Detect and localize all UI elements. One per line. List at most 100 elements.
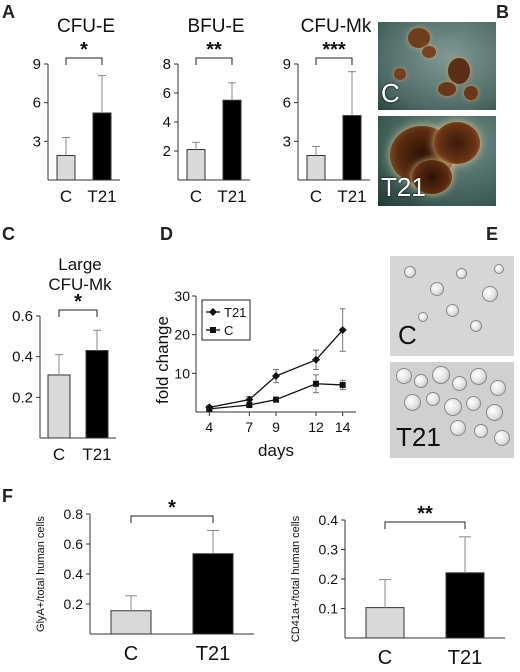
chart-title: CFU-Mk	[301, 16, 372, 37]
y-tick-label: 6	[33, 95, 41, 112]
category-label: T21	[87, 187, 116, 206]
x-tick-label: 12	[308, 419, 324, 435]
point-t21	[338, 326, 347, 335]
y-tick-label: 0.4	[64, 566, 84, 582]
cell-bubble	[446, 304, 459, 317]
cell-bubble	[466, 396, 481, 411]
bar-t21	[342, 115, 362, 181]
point-c	[339, 381, 346, 388]
y-tick-label: 0.2	[319, 571, 339, 587]
cell-bubble	[426, 392, 440, 406]
significance-bracket	[58, 309, 98, 317]
y-tick-label: 3	[283, 133, 291, 150]
panel-letter-b: B	[496, 2, 509, 22]
bar-chart-f1: GlyA+/total human cells 0.2 0.4 0.6 0.8 C T21 *	[35, 497, 254, 665]
y-tick-label: 9	[33, 56, 41, 73]
cell-bubble	[404, 394, 421, 411]
y-axis-label: GlyA+/total human cells	[35, 516, 47, 632]
bar-c	[56, 155, 76, 181]
colony-blob	[434, 122, 480, 164]
y-tick-label: 0.2	[64, 596, 84, 612]
cell-bubble	[396, 368, 412, 384]
cell-bubble	[490, 380, 506, 396]
point-t21	[272, 372, 280, 381]
point-c	[313, 380, 319, 387]
photo-b-control-label: C	[381, 78, 400, 108]
category-label: T21	[448, 647, 482, 669]
y-tick-label: 0.4	[12, 349, 33, 366]
cell-bubble	[470, 320, 482, 332]
bar-t21	[445, 572, 485, 639]
colony-blob	[438, 82, 456, 96]
point-t21	[312, 355, 320, 364]
line-chart-d: 10 20 30 4 7 9 12 14 days fold change T21 C	[153, 288, 356, 460]
cell-bubble	[470, 368, 487, 385]
colony-blob	[394, 68, 406, 80]
significance-marker: *	[168, 497, 176, 519]
colony-blob	[408, 28, 430, 48]
bar-c	[47, 374, 71, 439]
x-tick-label: 9	[272, 419, 280, 435]
cell-bubble	[474, 424, 488, 438]
significance-bracket	[130, 515, 214, 523]
bar-c	[306, 155, 326, 181]
chart-title: CFU-E	[57, 16, 115, 37]
colony-blob	[422, 46, 436, 58]
bar-c	[186, 149, 206, 181]
significance-bracket	[65, 57, 103, 65]
legend-label: T21	[224, 305, 246, 320]
significance-bracket	[315, 57, 353, 65]
cell-bubble	[452, 376, 467, 391]
legend-box	[201, 299, 251, 341]
bar-c	[365, 607, 405, 639]
chart-title: CFU-Mk	[48, 275, 112, 294]
point-c	[206, 405, 213, 412]
colony-blob	[464, 86, 478, 100]
legend-marker	[209, 308, 217, 316]
cell-bubble	[430, 282, 444, 296]
significance-bracket	[384, 521, 466, 529]
colony-blob	[448, 58, 470, 84]
y-tick-label: 0.6	[12, 308, 33, 325]
bar-chart-a2: BFU-E 2 4 6 8 C T21 **	[163, 16, 250, 206]
cell-bubble	[450, 420, 466, 436]
significance-marker: *	[74, 291, 82, 313]
significance-marker: ***	[322, 39, 346, 61]
photo-e-control: C	[390, 256, 514, 356]
cell-bubble	[404, 266, 416, 278]
point-c	[246, 402, 253, 409]
y-tick-label: 0.4	[319, 512, 339, 528]
y-axis-label: CD41a+/total human cells	[290, 515, 302, 642]
legend-marker	[210, 327, 216, 333]
bar-t21	[92, 112, 112, 181]
y-tick-label: 0.3	[319, 542, 339, 558]
photo-b-control: C	[378, 22, 496, 110]
y-tick-label: 8	[163, 56, 171, 73]
y-tick-label: 3	[33, 133, 41, 150]
photo-b-t21-label: T21	[381, 172, 426, 202]
cell-bubble	[414, 374, 428, 388]
bar-c	[110, 610, 152, 635]
bar-chart-a1: CFU-E 3 6 9 C T21 *	[33, 16, 120, 206]
photo-e-t21-label: T21	[396, 422, 441, 452]
y-tick-label: 30	[174, 288, 190, 304]
y-tick-label: 10	[174, 365, 190, 381]
y-tick-label: 2	[163, 143, 171, 160]
panel-letter-f: F	[2, 486, 13, 506]
category-label: C	[378, 647, 392, 669]
y-tick-label: 4	[163, 114, 171, 131]
x-axis-label: days	[258, 441, 294, 460]
x-tick-label: 4	[205, 419, 213, 435]
colony-blob	[412, 160, 452, 194]
cell-bubble	[444, 398, 462, 416]
bar-chart-f2: CD41a+/total human cells 0.1 0.2 0.3 0.4 C T21…	[290, 503, 505, 669]
photo-b-t21: T21	[378, 116, 496, 206]
category-label: T21	[82, 445, 111, 464]
y-tick-label: 0.2	[12, 389, 33, 406]
y-tick-label: 20	[174, 327, 190, 343]
y-tick-label: 6	[283, 95, 291, 112]
category-label: C	[190, 187, 202, 206]
series-line-c	[209, 383, 343, 410]
category-label: C	[53, 445, 65, 464]
